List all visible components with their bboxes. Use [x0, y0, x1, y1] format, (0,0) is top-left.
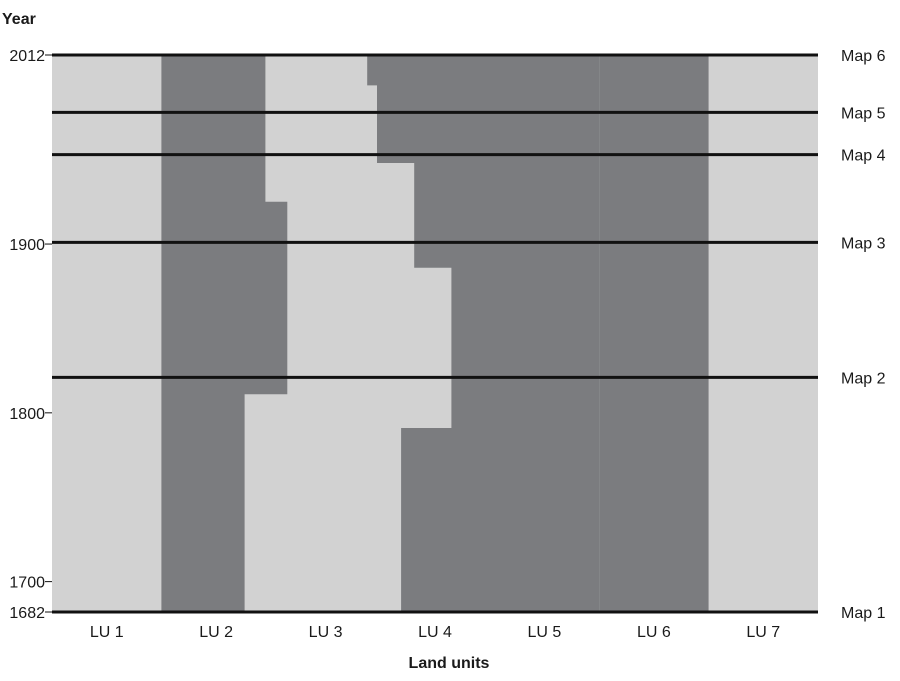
lu-label: LU 5 — [528, 624, 562, 641]
map-label: Map 4 — [841, 148, 886, 165]
y-axis-title: Year — [2, 11, 36, 28]
dark-region-lu4 — [367, 55, 600, 612]
map-label: Map 3 — [841, 235, 886, 252]
lu-label: LU 1 — [90, 624, 124, 641]
map-label: Map 6 — [841, 48, 886, 65]
x-axis-categories: LU 1 LU 2 LU 3 LU 4 LU 5 LU 6 LU 7 — [90, 624, 780, 641]
dark-region-lu2 — [161, 55, 288, 612]
dark-region-lu6 — [599, 55, 709, 612]
y-axis-ticks: 2012 1900 1800 1700 1682 — [9, 48, 52, 622]
y-tick-label: 1700 — [9, 575, 45, 592]
lu-label: LU 4 — [418, 624, 452, 641]
map-lines: Map 1 Map 2 Map 3 Map 4 Map 5 Map 6 — [52, 48, 886, 622]
plot-area — [52, 55, 818, 612]
lu-label: LU 3 — [309, 624, 343, 641]
y-tick-label: 1682 — [9, 605, 45, 622]
map-label: Map 2 — [841, 370, 886, 387]
y-tick-label: 1900 — [9, 237, 45, 254]
lu-label: LU 2 — [199, 624, 233, 641]
lu-label: LU 6 — [637, 624, 671, 641]
map-label: Map 1 — [841, 605, 886, 622]
lu-label: LU 7 — [746, 624, 780, 641]
map-label: Map 5 — [841, 105, 886, 122]
y-tick-label: 2012 — [9, 48, 45, 65]
x-axis-title: Land units — [409, 655, 490, 672]
y-tick-label: 1800 — [9, 406, 45, 423]
